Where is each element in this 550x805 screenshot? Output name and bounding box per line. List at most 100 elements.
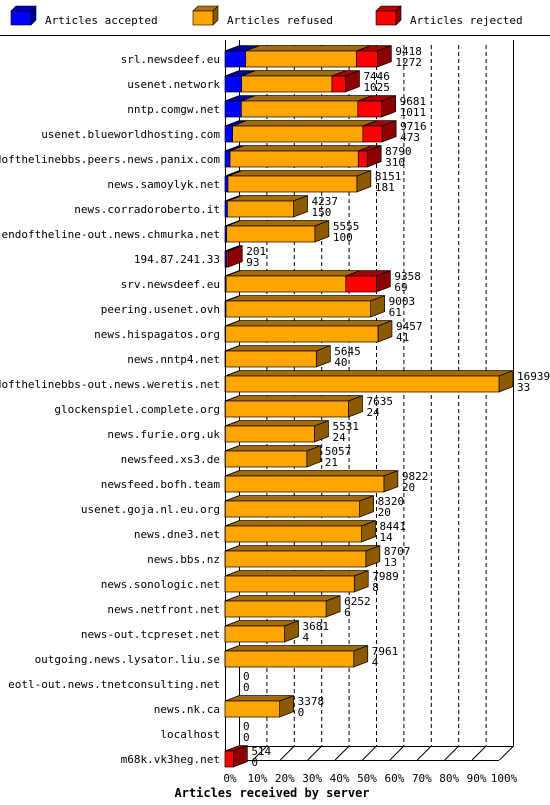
data-label-value2: 0 <box>251 756 258 769</box>
bar-top-refused <box>224 645 368 652</box>
y-tick-label: endofthelinebbs-out.news.weretis.net <box>0 378 220 391</box>
y-tick-label: news.nk.ca <box>154 703 220 716</box>
data-label-value1: 3681 <box>303 620 330 633</box>
data-label-value1: 201 <box>246 245 266 258</box>
y-tick-label: outgoing.news.lysator.liu.se <box>35 653 220 666</box>
legend-label-accepted: Articles accepted <box>45 14 158 27</box>
data-label-value1: 7446 <box>363 70 390 83</box>
y-tick-label: news.dne3.net <box>134 528 220 541</box>
data-label-value1: 8320 <box>378 495 405 508</box>
floor-tick <box>499 745 514 761</box>
bar-top-refused <box>241 70 347 77</box>
bar-refused <box>227 175 358 193</box>
bar-refused <box>224 475 385 493</box>
data-label-value1: 5645 <box>334 345 361 358</box>
bar-refused <box>241 75 333 93</box>
bar-refused <box>225 325 379 343</box>
bar-refused <box>224 525 362 543</box>
bar-top-refused <box>241 95 372 102</box>
data-label-value2: 13 <box>384 556 397 569</box>
data-label-value1: 9003 <box>389 295 416 308</box>
y-tick-label: news.bbs.nz <box>147 553 220 566</box>
bar-refused <box>245 50 357 68</box>
data-label-value2: 93 <box>246 256 259 269</box>
y-tick-label: news.netfront.net <box>107 603 220 616</box>
bar-accepted <box>224 50 246 68</box>
bar-top-refused <box>225 395 363 402</box>
bar-refused <box>224 625 285 643</box>
data-label-value1: 9822 <box>402 470 429 483</box>
data-label-value2: 310 <box>385 156 405 169</box>
y-tick-label: news.nntp4.net <box>127 353 220 366</box>
bar-rejected <box>331 75 346 93</box>
data-label-value1: 8790 <box>385 145 412 158</box>
y-tick-label: newsfeed.bofh.team <box>101 478 221 491</box>
bar-accepted <box>224 150 231 168</box>
data-label-value2: 0 <box>243 731 250 744</box>
legend-swatch-accepted <box>10 10 32 26</box>
data-label-value2: 100 <box>333 231 353 244</box>
data-label-value2: 61 <box>389 306 402 319</box>
bar-refused <box>225 275 347 293</box>
y-tick-label: m68k.vk3heg.net <box>121 753 220 766</box>
y-tick-label: endoftheline-out.news.chmurka.net <box>1 228 220 241</box>
y-tick-label: usenet.goja.nl.eu.org <box>81 503 220 516</box>
data-label-value1: 9681 <box>400 95 427 108</box>
y-tick-label: eotl-out.news.tnetconsulting.net <box>8 678 220 691</box>
data-label-value2: 181 <box>375 181 395 194</box>
data-label-value1: 9457 <box>396 320 423 333</box>
bar-refused <box>232 125 364 143</box>
data-label-value1: 5555 <box>333 220 360 233</box>
data-label-value2: 4 <box>372 656 379 669</box>
bar-top-refused <box>229 145 373 152</box>
data-label-value2: 6 <box>344 606 351 619</box>
data-label-value1: 7989 <box>372 570 399 583</box>
data-label-value2: 24 <box>332 431 346 444</box>
data-label-value1: 16939 <box>517 370 550 383</box>
bar-refused <box>225 375 500 393</box>
data-label-value1: 9358 <box>394 270 421 283</box>
bar-accepted <box>224 100 242 118</box>
data-label-value2: 150 <box>312 206 332 219</box>
bar-top-refused <box>225 545 380 552</box>
data-label-value1: 0 <box>243 720 250 733</box>
bar-rejected <box>362 125 383 143</box>
y-tick-label: news.corradoroberto.it <box>74 203 220 216</box>
bar-top-refused <box>225 520 376 527</box>
bar-refused <box>224 500 360 518</box>
y-tick-label: news.hispagatos.org <box>94 328 220 341</box>
bar-rejected <box>226 250 229 268</box>
bar-top-refused <box>245 45 371 52</box>
data-label-value1: 7961 <box>372 645 399 658</box>
x-tick-label: 40% <box>330 772 350 785</box>
legend-item-refused: Articles refused <box>192 5 333 27</box>
y-tick-label: peering.usenet.ovh <box>101 303 220 316</box>
legend-swatch-refused <box>192 10 214 26</box>
x-tick-label: 70% <box>412 772 432 785</box>
data-label-value2: 40 <box>334 356 347 369</box>
x-tick-label: 50% <box>357 772 377 785</box>
bar-accepted <box>224 125 234 143</box>
bar-refused <box>226 225 316 243</box>
data-label-value2: 0 <box>298 706 305 719</box>
bar-top-refused <box>225 345 331 352</box>
floor-tick <box>362 745 377 761</box>
bar-refused <box>224 600 327 618</box>
bar-top-refused <box>225 295 385 302</box>
y-tick-label: endofthelinebbs.peers.news.panix.com <box>0 153 220 166</box>
bar-accepted <box>224 175 229 193</box>
bar-top-refused <box>225 320 393 327</box>
bar-refused <box>225 425 315 443</box>
bar-refused <box>224 700 280 718</box>
data-label-value1: 6252 <box>344 595 371 608</box>
bar-top-refused <box>226 220 329 227</box>
y-tick-label: newsfeed.xs3.de <box>121 453 220 466</box>
data-label-value2: 473 <box>400 131 420 144</box>
data-label-value1: 7635 <box>367 395 394 408</box>
x-tick-label: 90% <box>467 772 487 785</box>
data-label-value1: 9716 <box>400 120 427 133</box>
x-tick-label: 20% <box>275 772 295 785</box>
data-label-value1: 0 <box>243 670 250 683</box>
bar-top-refused <box>224 595 341 602</box>
